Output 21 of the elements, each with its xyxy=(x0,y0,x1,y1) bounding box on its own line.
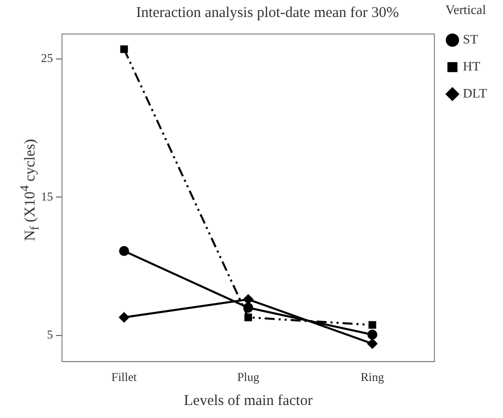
legend-label: DLT xyxy=(462,86,488,101)
chart-title: Interaction analysis plot-date mean for 30% xyxy=(136,4,399,21)
point xyxy=(367,338,378,349)
point xyxy=(368,321,376,329)
y-tick-label: 15 xyxy=(41,189,53,204)
point xyxy=(244,314,252,322)
legend-label: ST xyxy=(462,32,478,47)
point xyxy=(119,246,130,256)
legend-label: HT xyxy=(462,58,480,74)
point xyxy=(243,294,254,304)
y-tick-label: 25 xyxy=(41,51,53,66)
y-tick-label: 5 xyxy=(47,327,53,342)
point xyxy=(120,45,128,54)
x-tick-label: Plug xyxy=(237,370,260,384)
point xyxy=(367,330,378,340)
point xyxy=(119,312,130,322)
x-axis-title: Levels of main factor xyxy=(184,392,313,409)
legend-title: Vertical xyxy=(446,2,486,17)
x-tick-label: Fillet xyxy=(111,370,138,384)
point xyxy=(243,302,254,313)
x-tick-label: Ring xyxy=(360,370,384,384)
